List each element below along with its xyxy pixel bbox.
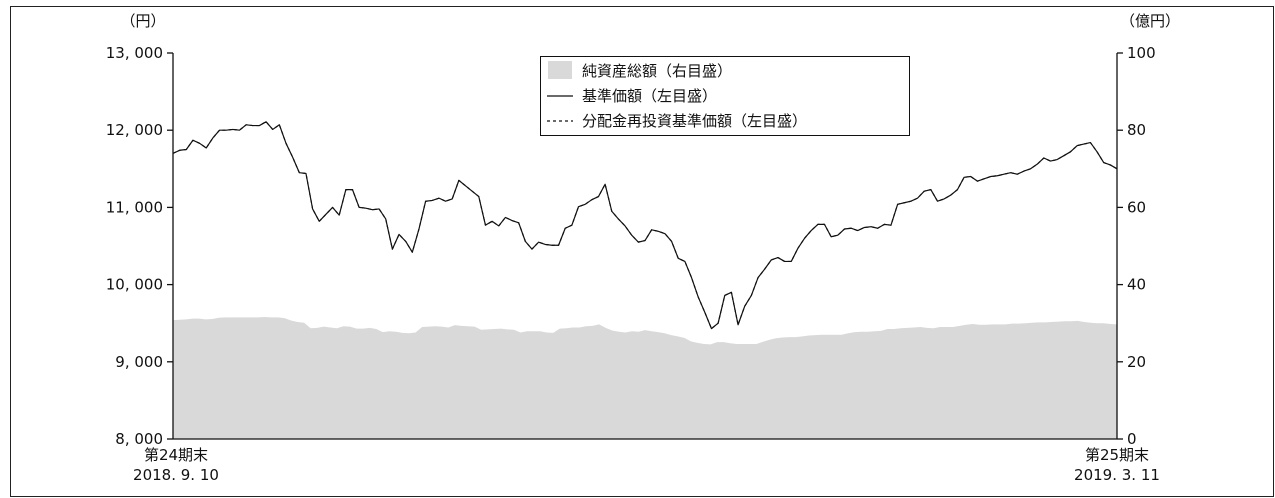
right-tick-label: 60	[1127, 198, 1146, 216]
right-tick-label: 20	[1127, 353, 1146, 371]
right-axis-ticks: 0 20 40 60 80 100	[1117, 44, 1156, 448]
legend-item-net-assets: 純資産総額（右目盛）	[582, 62, 732, 80]
legend: 純資産総額（右目盛） 基準価額（左目盛） 分配金再投資基準価額（左目盛）	[540, 56, 910, 136]
left-unit-label: （円）	[120, 12, 165, 30]
legend-area-swatch	[548, 61, 572, 79]
legend-box	[540, 56, 910, 136]
right-tick-label: 0	[1127, 430, 1137, 448]
right-unit-label: （億円）	[1120, 12, 1180, 30]
nav-line	[172, 121, 1118, 330]
net-assets-area	[173, 317, 1117, 439]
left-tick-label: 11, 000	[106, 198, 163, 216]
x-end-label-date: 2019. 3. 11	[1074, 466, 1160, 484]
left-tick-label: 13, 000	[106, 44, 163, 62]
left-tick-label: 12, 000	[106, 121, 163, 139]
right-tick-label: 80	[1127, 121, 1146, 139]
x-end-label-period: 第25期末	[1085, 446, 1149, 464]
nav-line-layer	[172, 121, 1118, 330]
right-tick-label: 40	[1127, 276, 1146, 294]
left-tick-label: 9, 000	[115, 353, 163, 371]
x-start-label-date: 2018. 9. 10	[133, 466, 219, 484]
left-tick-label: 10, 000	[106, 276, 163, 294]
legend-item-nav: 基準価額（左目盛）	[582, 87, 717, 105]
left-tick-label: 8, 000	[115, 430, 163, 448]
left-axis-ticks: 8, 000 9, 000 10, 000 11, 000 12, 000 13, 000	[106, 44, 173, 448]
legend-item-reinvested-nav: 分配金再投資基準価額（左目盛）	[582, 112, 807, 130]
reinvested-nav-line	[172, 121, 1118, 330]
outer-frame	[10, 6, 1274, 497]
x-start-label-period: 第24期末	[144, 446, 208, 464]
net-assets-area-layer	[173, 317, 1117, 439]
right-tick-label: 100	[1127, 44, 1156, 62]
